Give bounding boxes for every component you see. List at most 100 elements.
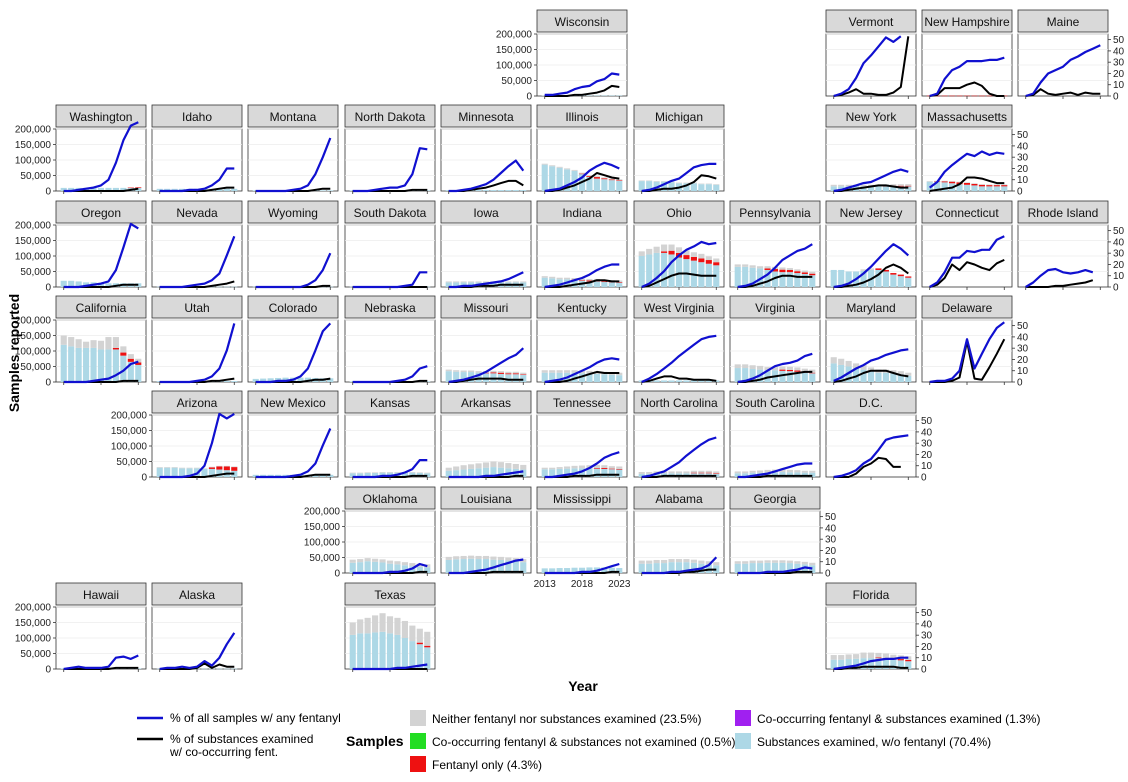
panel-vermont: Vermont	[825, 9, 917, 99]
bar-segment	[357, 472, 364, 474]
bar-segment	[593, 373, 600, 382]
y-tick-label: 100,000	[15, 347, 52, 358]
legend-samples-title: Samples	[346, 733, 404, 749]
bar-segment	[882, 658, 889, 669]
bar-segment	[890, 184, 897, 186]
y2-tick-label: 10	[1017, 175, 1029, 186]
bar-segment	[127, 361, 134, 382]
bar-segment	[75, 281, 82, 287]
bar-segment	[882, 372, 889, 382]
bar-segment	[401, 565, 408, 573]
bar-segment	[809, 472, 816, 477]
bar-segment	[705, 184, 712, 191]
bar-segment	[179, 467, 186, 469]
bar-segment	[897, 276, 904, 287]
legend-label-cooccurring: % of substances examined	[170, 732, 313, 746]
bar-segment	[468, 282, 475, 287]
panel-nebraska: Nebraska	[344, 295, 436, 385]
bar-segment	[653, 246, 660, 253]
bar-segment	[512, 190, 519, 191]
bar-segment	[549, 276, 556, 279]
bar-segment	[867, 658, 875, 669]
bar-segment	[601, 95, 608, 96]
bar-segment	[705, 470, 712, 473]
y-tick-label: 0	[141, 473, 147, 484]
panel-strip	[247, 200, 339, 224]
bar-segment	[357, 633, 364, 669]
y2-tick-label: 40	[1113, 46, 1125, 57]
bar-segment	[801, 372, 808, 382]
bar-segment	[379, 613, 386, 632]
bar-segment	[661, 181, 668, 182]
bar-segment	[445, 369, 452, 372]
bar-segment	[949, 95, 956, 97]
legend-label: Neither fentanyl nor substances examined…	[432, 712, 701, 726]
panel-montana: Montana	[247, 104, 339, 194]
panel-california: California 0 50,000 100,000 150,000 200,000	[15, 295, 147, 389]
bar-segment	[668, 471, 675, 474]
bar-segment	[571, 278, 578, 280]
bar-segment	[875, 268, 882, 270]
bar-segment	[490, 461, 497, 468]
y2-tick-label: 0	[1113, 283, 1119, 294]
legend-swatch	[735, 710, 751, 726]
bar-segment	[661, 244, 668, 252]
line-any-fentanyl	[737, 566, 813, 575]
bar-segment	[757, 470, 764, 473]
panel-strip	[825, 104, 917, 128]
bar-segment	[171, 467, 178, 477]
y2-tick-label: 10	[1113, 271, 1125, 282]
bar-segment	[786, 369, 793, 372]
bar-segment	[794, 472, 801, 477]
bar-segment	[845, 360, 852, 367]
bar-segment	[556, 166, 563, 168]
bar-segment	[90, 187, 97, 191]
bar-segment	[690, 380, 697, 382]
bar-segment	[705, 561, 712, 565]
bar-segment	[475, 371, 482, 373]
bar-segment	[231, 188, 238, 191]
bar-segment	[668, 559, 675, 563]
legend-swatch	[410, 710, 426, 726]
panel-strip	[921, 295, 1013, 319]
panel-strip	[536, 390, 628, 414]
bar-segment	[520, 374, 527, 375]
bar-segment	[897, 371, 904, 375]
bar-segment	[764, 562, 771, 573]
y-tick-label: 200,000	[496, 30, 533, 41]
bar-segment	[112, 337, 119, 348]
y-tick-label: 0	[45, 187, 51, 198]
line-cooccurring-fentanyl	[1025, 279, 1094, 288]
bar-segment	[386, 633, 394, 669]
bar-segment	[742, 266, 749, 287]
line-any-fentanyl	[833, 434, 909, 479]
panel-strip	[151, 390, 243, 414]
y-tick-label: 50,000	[20, 649, 51, 660]
legend-label: Co-occurring fentanyl & substances not e…	[432, 735, 736, 749]
line-any-fentanyl	[544, 357, 620, 384]
y-axis-title: Samples reported	[6, 294, 22, 412]
panel-strip	[825, 390, 917, 414]
y2-tick-label: 40	[1113, 237, 1125, 248]
panel-strip	[344, 104, 436, 128]
bar-segment	[505, 463, 512, 469]
panel-title: Wisconsin	[555, 15, 610, 29]
bar-segment	[794, 561, 801, 564]
bar-segment	[638, 256, 645, 287]
bar-segment	[646, 248, 653, 255]
bar-segment	[616, 469, 623, 477]
bar-segment	[786, 469, 793, 473]
y2-tick-label: 50	[1113, 226, 1125, 237]
line-any-fentanyl	[544, 263, 620, 289]
legend-label: Fentanyl only (4.3%)	[432, 758, 542, 772]
line-any-fentanyl	[448, 271, 524, 289]
bar-segment	[105, 283, 112, 287]
panel-nevada: Nevada	[151, 200, 243, 290]
bar-segment	[593, 468, 600, 469]
bar-segment	[890, 659, 897, 669]
bar-segment	[386, 560, 394, 564]
panel-strip	[440, 104, 532, 128]
bar-segment	[497, 371, 504, 373]
